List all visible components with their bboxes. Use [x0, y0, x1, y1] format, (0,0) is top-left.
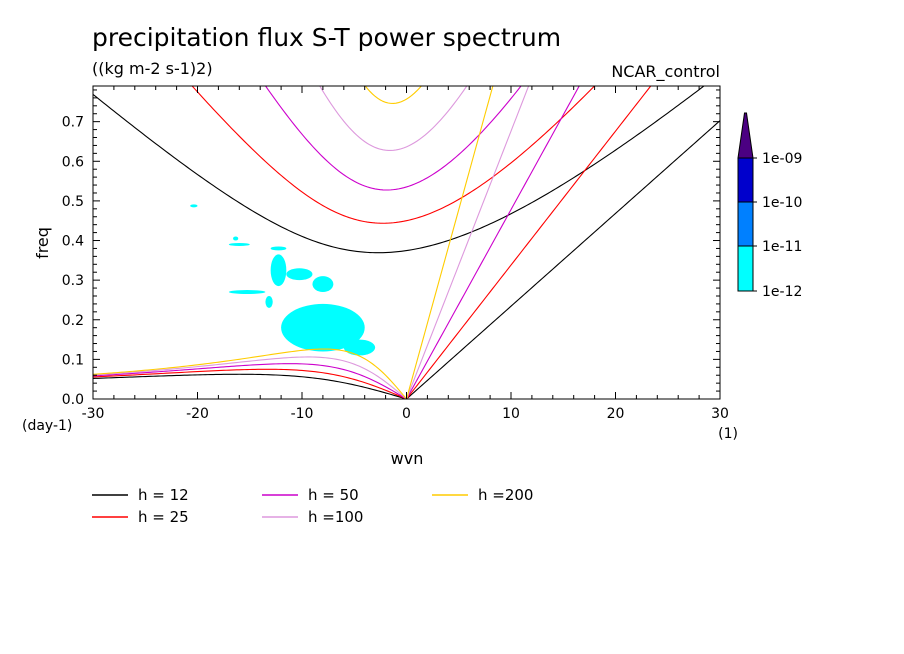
y-tick-label: 0.5 [62, 194, 84, 210]
legend-label: h = 12 [138, 486, 189, 504]
y-tick-label: 0.6 [62, 154, 84, 170]
chart-units: ((kg m-2 s-1)2) [92, 59, 213, 78]
y-tick-label: 0.1 [62, 352, 84, 368]
colorbar: 1e-12 1e-11 1e-10 1e-09 [737, 112, 802, 300]
colorbar-arrow [737, 112, 754, 159]
legend-label: h =100 [308, 508, 363, 526]
shaded-regions [190, 204, 376, 356]
shaded-region [270, 254, 287, 287]
kelvin-curve [405, 86, 494, 399]
colorbar-label: 1e-12 [762, 284, 802, 300]
y-unit-label: (day-1) [22, 418, 72, 434]
legend-label: h = 50 [308, 486, 359, 504]
x-tick-label: -30 [82, 406, 105, 422]
y-tick-label: 0.0 [62, 392, 84, 408]
shaded-region [265, 295, 273, 308]
legend: h = 12 h = 25 h = 50 h =100 h =200 [92, 486, 533, 526]
rossby-curve [93, 363, 407, 399]
kelvin-curve [406, 86, 652, 399]
gravity-wave-curve [93, 86, 705, 254]
colorbar-segment [737, 201, 754, 247]
rossby-curve [93, 356, 407, 399]
y-axis-ticks: 0.0 0.1 0.2 0.3 0.4 0.5 0.6 0.7 [62, 89, 720, 408]
x-unit-label: (1) [718, 426, 738, 442]
colorbar-segment [737, 245, 754, 292]
y-tick-label: 0.3 [62, 273, 84, 289]
x-tick-label: -10 [291, 406, 314, 422]
shaded-region [343, 339, 376, 356]
gravity-wave-curve [364, 86, 423, 104]
colorbar-label: 1e-09 [762, 151, 802, 167]
shaded-region [286, 268, 313, 281]
colorbar-segment [737, 157, 754, 203]
kelvin-curve [406, 120, 720, 399]
kelvin-curve [405, 86, 530, 399]
y-tick-label: 0.4 [62, 234, 84, 250]
kelvin-curve [406, 86, 580, 399]
gravity-wave-curve [264, 86, 522, 191]
x-tick-label: -20 [186, 406, 209, 422]
rossby-curve [93, 348, 407, 399]
rossby-curve [93, 373, 407, 399]
x-tick-label: 20 [607, 406, 625, 422]
x-tick-label: 0 [402, 406, 411, 422]
colorbar-label: 1e-11 [762, 239, 802, 255]
chart-title: precipitation flux S-T power spectrum [92, 23, 561, 52]
shaded-region [281, 303, 365, 352]
case-label: NCAR_control [611, 62, 720, 82]
y-axis-label: freq [33, 227, 52, 259]
x-tick-label: 10 [502, 406, 520, 422]
colorbar-label: 1e-10 [762, 195, 802, 211]
shaded-region [233, 236, 239, 241]
legend-label: h = 25 [138, 508, 189, 526]
x-axis-ticks: -30 -20 -10 0 10 20 30 [82, 86, 729, 422]
y-tick-label: 0.2 [62, 313, 84, 329]
legend-label: h =200 [478, 486, 533, 504]
shaded-region [270, 246, 287, 251]
plot-frame [92, 85, 721, 400]
gravity-wave-curve [319, 86, 468, 152]
y-tick-label: 0.7 [62, 115, 84, 131]
rossby-curve [93, 368, 407, 399]
x-axis-label: wvn [391, 449, 424, 468]
shaded-region [190, 204, 198, 208]
shaded-region [228, 242, 250, 246]
x-tick-label: 30 [711, 406, 729, 422]
shaded-region [312, 276, 334, 293]
shaded-region [228, 290, 266, 295]
